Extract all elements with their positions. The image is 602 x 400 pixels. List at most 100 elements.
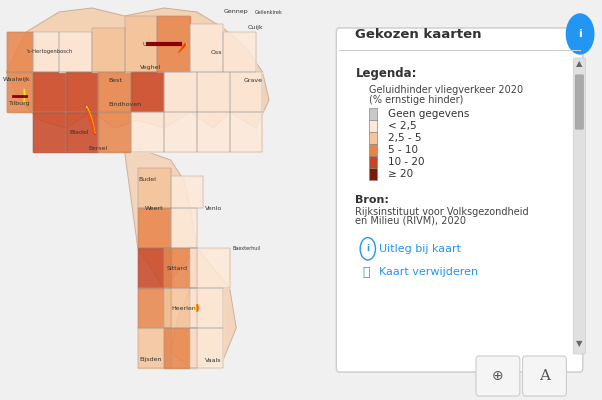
Polygon shape: [197, 304, 199, 312]
Text: Weert: Weert: [145, 206, 164, 210]
Text: 🗑: 🗑: [362, 266, 370, 278]
Polygon shape: [138, 328, 170, 368]
Text: i: i: [366, 244, 369, 253]
Polygon shape: [190, 24, 223, 72]
FancyBboxPatch shape: [523, 356, 566, 396]
Polygon shape: [164, 328, 197, 368]
Polygon shape: [125, 152, 236, 368]
Text: Sittard: Sittard: [167, 266, 188, 270]
Polygon shape: [190, 328, 223, 368]
Text: A: A: [539, 369, 550, 383]
Text: Geluidhinder vliegverkeer 2020: Geluidhinder vliegverkeer 2020: [369, 85, 523, 95]
Polygon shape: [138, 248, 170, 288]
FancyBboxPatch shape: [476, 356, 520, 396]
Polygon shape: [125, 16, 158, 72]
Polygon shape: [92, 28, 125, 72]
Polygon shape: [230, 72, 262, 112]
Polygon shape: [170, 176, 203, 208]
Polygon shape: [230, 112, 262, 152]
Polygon shape: [87, 108, 95, 135]
Polygon shape: [66, 72, 99, 112]
Polygon shape: [99, 72, 131, 112]
Polygon shape: [138, 288, 170, 328]
Text: Legenda:: Legenda:: [356, 68, 417, 80]
Polygon shape: [164, 72, 197, 112]
Text: Venlo: Venlo: [205, 206, 222, 210]
Polygon shape: [7, 72, 33, 112]
Text: Eindhoven: Eindhoven: [108, 102, 141, 106]
Text: Veghel: Veghel: [140, 66, 161, 70]
Text: Waalwijk: Waalwijk: [2, 78, 30, 82]
Polygon shape: [33, 112, 66, 152]
Text: ⊕: ⊕: [492, 369, 504, 383]
Polygon shape: [158, 16, 190, 72]
Text: Uden: Uden: [143, 42, 159, 46]
FancyBboxPatch shape: [369, 156, 377, 168]
FancyBboxPatch shape: [369, 120, 377, 132]
Polygon shape: [190, 288, 223, 328]
Polygon shape: [197, 112, 230, 152]
Text: Bron:: Bron:: [356, 195, 389, 205]
Text: Eersel: Eersel: [89, 146, 108, 150]
Polygon shape: [190, 248, 230, 288]
Text: Kaart verwijderen: Kaart verwijderen: [379, 267, 478, 277]
Text: 's-Hertogenbosch: 's-Hertogenbosch: [26, 50, 72, 54]
FancyBboxPatch shape: [369, 108, 377, 120]
Circle shape: [566, 14, 594, 54]
FancyBboxPatch shape: [337, 28, 583, 372]
Polygon shape: [87, 106, 95, 134]
Text: Rijksinstituut voor Volksgezondheid: Rijksinstituut voor Volksgezondheid: [356, 207, 529, 217]
Text: (% ernstige hinder): (% ernstige hinder): [369, 95, 464, 105]
FancyBboxPatch shape: [369, 132, 377, 144]
Polygon shape: [131, 72, 164, 112]
Text: Oss: Oss: [211, 50, 222, 54]
Text: Grave: Grave: [243, 78, 262, 82]
Text: Tilburg: Tilburg: [9, 102, 31, 106]
Text: Bladel: Bladel: [69, 130, 88, 134]
Text: Uitleg bij kaart: Uitleg bij kaart: [379, 244, 461, 254]
Polygon shape: [33, 32, 59, 72]
Text: 2,5 - 5: 2,5 - 5: [388, 133, 422, 143]
Text: 10 - 20: 10 - 20: [388, 157, 425, 167]
Text: Baexterhuil: Baexterhuil: [232, 246, 260, 250]
Polygon shape: [33, 72, 66, 112]
Polygon shape: [138, 168, 170, 208]
Polygon shape: [59, 32, 92, 72]
FancyBboxPatch shape: [575, 75, 584, 129]
Polygon shape: [7, 32, 33, 72]
FancyBboxPatch shape: [369, 168, 377, 180]
FancyBboxPatch shape: [369, 144, 377, 156]
Polygon shape: [170, 208, 197, 248]
Text: i: i: [578, 29, 582, 39]
Text: en Milieu (RIVM), 2020: en Milieu (RIVM), 2020: [356, 216, 467, 226]
Text: ▼: ▼: [576, 340, 583, 348]
Text: Gennep: Gennep: [224, 10, 249, 14]
Polygon shape: [197, 72, 230, 112]
Polygon shape: [223, 32, 256, 72]
Text: Vaals: Vaals: [205, 358, 222, 362]
Text: Eijsden: Eijsden: [140, 358, 162, 362]
FancyBboxPatch shape: [573, 58, 586, 354]
Polygon shape: [195, 304, 197, 312]
Polygon shape: [164, 288, 197, 328]
Polygon shape: [164, 248, 197, 288]
Text: ▲: ▲: [576, 60, 583, 68]
Polygon shape: [164, 112, 197, 152]
Text: Heerlen: Heerlen: [172, 306, 196, 310]
Text: Geilenkirek: Geilenkirek: [255, 10, 283, 14]
Polygon shape: [131, 112, 164, 152]
Text: Geen gegevens: Geen gegevens: [388, 109, 470, 119]
Polygon shape: [7, 8, 269, 128]
Text: ≥ 20: ≥ 20: [388, 169, 414, 179]
Text: Cuijk: Cuijk: [248, 26, 264, 30]
Text: Gekozen kaarten: Gekozen kaarten: [356, 28, 482, 40]
Polygon shape: [99, 112, 131, 152]
Text: 5 - 10: 5 - 10: [388, 145, 418, 155]
Polygon shape: [66, 112, 99, 152]
Text: < 2,5: < 2,5: [388, 121, 417, 131]
Polygon shape: [179, 43, 186, 53]
Polygon shape: [179, 43, 185, 53]
Polygon shape: [138, 208, 170, 248]
Text: Best: Best: [108, 78, 122, 82]
Text: Budel: Budel: [138, 178, 157, 182]
